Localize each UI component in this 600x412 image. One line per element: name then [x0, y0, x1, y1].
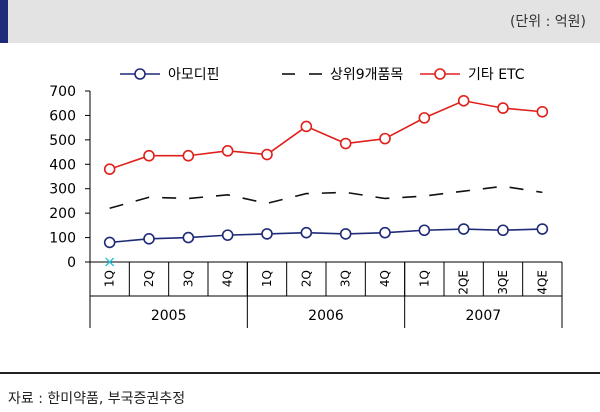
data-point-amodipin	[182, 231, 195, 244]
x-year-label: 2005	[151, 308, 187, 324]
x-axis: 1Q 2Q 3Q 4Q 1Q 2Q 3Q 4Q 1Q 2QE 3QE 4QE 2005 2006 2007	[89, 257, 563, 328]
y-tick-label: 500	[49, 133, 76, 149]
data-point-amodipin	[261, 228, 273, 240]
x-year-label: 2007	[466, 308, 502, 324]
data-point-amodipin	[221, 229, 234, 241]
x-tick-label: 1Q	[260, 270, 274, 287]
data-point-other-etc	[497, 102, 509, 114]
data-point-amodipin	[143, 232, 155, 245]
data-point-other-etc	[457, 94, 470, 107]
data-point-other-etc	[103, 163, 116, 175]
x-tick-label: 2Q	[299, 270, 313, 287]
data-point-amodipin	[103, 236, 116, 249]
legend-label: 상위9개품목	[330, 67, 403, 83]
x-tick-label: 4Q	[378, 270, 392, 287]
y-tick-label: 700	[49, 84, 76, 100]
legend-marker	[134, 68, 146, 80]
x-tick-label: 1Q	[417, 270, 431, 287]
y-tick-label: 0	[67, 255, 76, 271]
legend-label: 기타 ETC	[468, 67, 525, 83]
series-line-other-etc	[109, 99, 543, 170]
chart-legend: 아모디핀 상위9개품목 기타 ETC	[120, 67, 525, 83]
data-point-amodipin	[300, 226, 313, 239]
data-point-amodipin	[536, 223, 549, 235]
data-point-amodipin	[379, 226, 391, 239]
x-tick-label: 3Q	[339, 270, 353, 287]
x-tick-label: 4QE	[535, 270, 549, 295]
data-point-other-etc	[261, 148, 273, 161]
y-tick-label: 400	[49, 157, 76, 173]
data-point-other-etc	[418, 112, 431, 124]
x-tick-label: 3Q	[181, 270, 195, 287]
source-divider	[0, 372, 600, 374]
data-point-amodipin	[457, 223, 470, 235]
data-point-amodipin	[497, 224, 509, 237]
line-chart: 아모디핀 상위9개품목 기타 ETC 0100200300400500600700 …	[49, 67, 563, 328]
x-tick-label: 2QE	[457, 270, 471, 295]
unit-label: (단위 : 억원)	[509, 14, 586, 30]
y-tick-label: 100	[49, 231, 76, 247]
legend-label: 아모디핀	[168, 67, 220, 83]
x-tick-label: 4Q	[221, 270, 235, 287]
data-point-amodipin	[418, 224, 431, 237]
x-tick-label: 2Q	[142, 270, 156, 287]
y-tick-label: 300	[49, 182, 76, 198]
data-point-other-etc	[339, 137, 352, 150]
data-point-other-etc	[536, 105, 549, 118]
unit-banner	[0, 0, 600, 43]
legend-marker	[434, 68, 446, 80]
data-point-amodipin	[339, 228, 352, 240]
series-line-amodipin	[109, 228, 543, 244]
y-tick-label: 600	[49, 108, 76, 124]
data-point-other-etc	[143, 149, 155, 162]
x-tick-label: 1Q	[103, 270, 117, 287]
data-point-other-etc	[300, 120, 313, 133]
data-point-other-etc	[379, 132, 391, 145]
data-point-other-etc	[182, 149, 195, 162]
y-tick-label: 200	[49, 206, 76, 222]
y-axis: 0 100 200 300 400 500 600 700	[49, 84, 91, 271]
series-layer	[103, 94, 549, 249]
source-note: 자료 : 한미약품, 부국증권추정	[8, 391, 186, 407]
x-year-label: 2006	[308, 308, 344, 324]
series-line-top9	[109, 185, 543, 210]
data-point-other-etc	[221, 145, 234, 157]
origin-marker	[105, 257, 115, 267]
banner-accent	[0, 0, 8, 43]
x-tick-label: 3QE	[496, 270, 510, 295]
